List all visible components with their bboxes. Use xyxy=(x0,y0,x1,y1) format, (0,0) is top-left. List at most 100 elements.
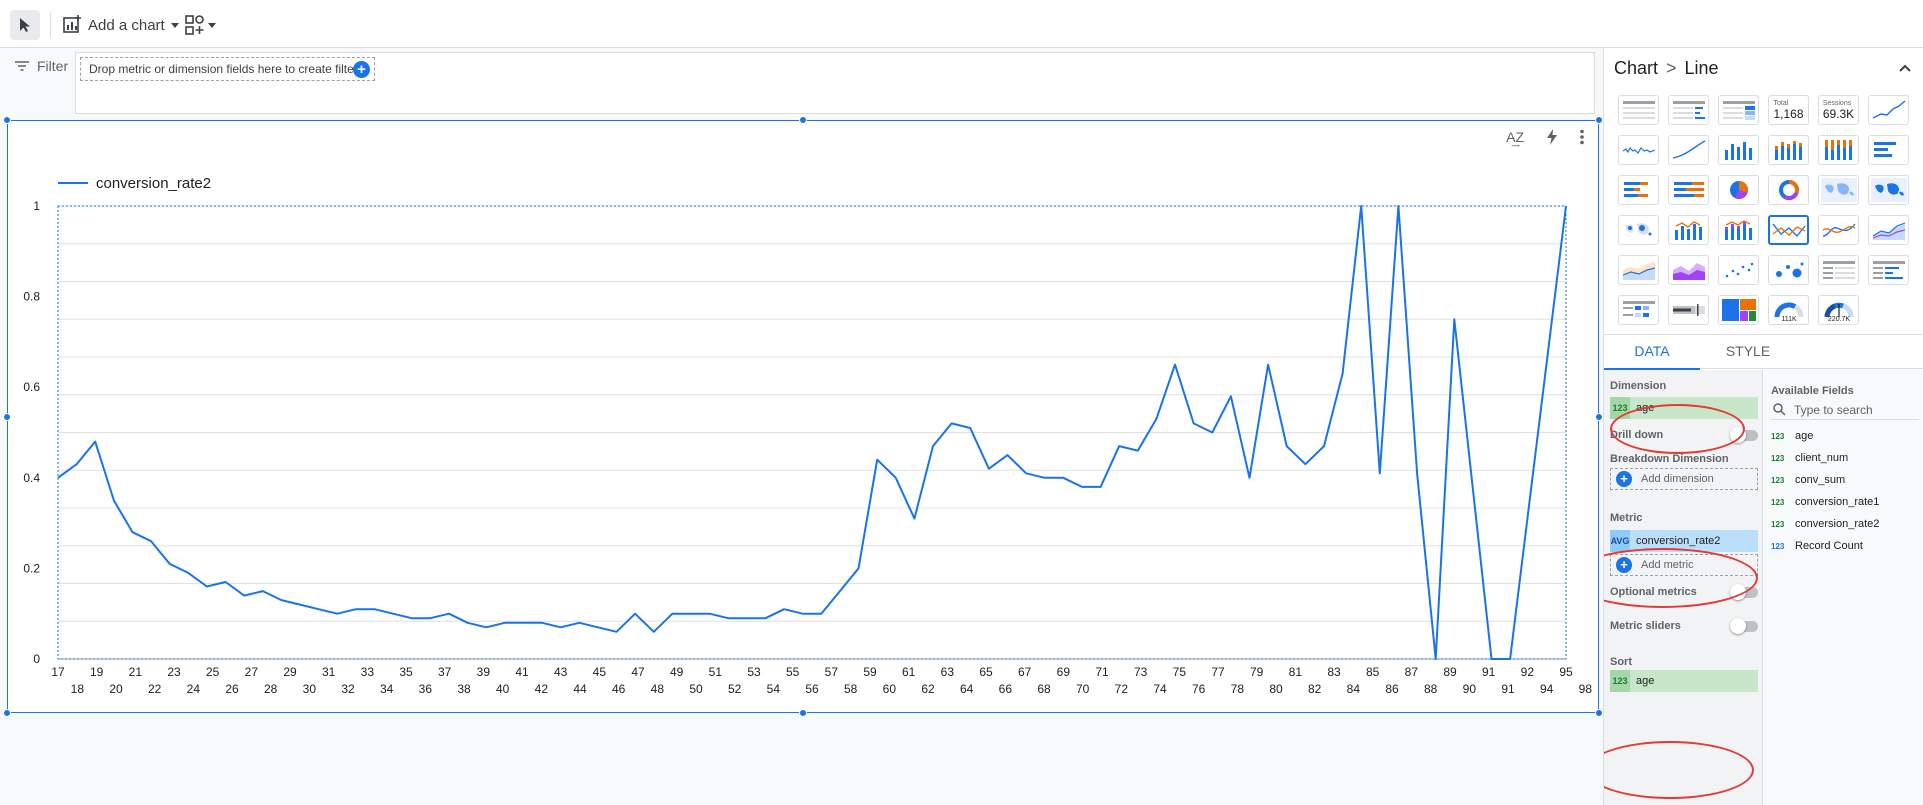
resize-handle[interactable] xyxy=(799,709,807,717)
x-tick-label: 78 xyxy=(1231,682,1245,696)
100-stacked-bar-thumb[interactable] xyxy=(1668,175,1709,205)
scatter-chart-thumb[interactable] xyxy=(1718,255,1759,285)
lightning-icon[interactable] xyxy=(1546,129,1558,145)
smooth-line-thumb[interactable] xyxy=(1818,215,1859,245)
combo-chart-thumb[interactable] xyxy=(1668,215,1709,245)
add-chart-icon xyxy=(63,15,81,33)
stacked-combo-thumb[interactable] xyxy=(1718,215,1759,245)
x-tick-label: 47 xyxy=(631,665,645,679)
add-control-button[interactable] xyxy=(184,14,216,36)
filter-drop-zone[interactable]: Drop metric or dimension fields here to … xyxy=(75,52,1595,114)
sparkline-thumb[interactable] xyxy=(1618,135,1659,165)
line-chart-thumb-selected[interactable] xyxy=(1768,215,1809,245)
metric-chip[interactable]: AVG conversion_rate2 xyxy=(1610,530,1758,552)
add-dimension-button[interactable]: + Add dimension xyxy=(1610,468,1758,490)
y-tick-label: 1 xyxy=(33,199,40,213)
x-tick-label: 35 xyxy=(399,665,413,679)
bubble-chart-thumb[interactable] xyxy=(1768,255,1809,285)
bar-chart-thumb[interactable] xyxy=(1868,135,1909,165)
metric-sliders-toggle[interactable] xyxy=(1730,617,1758,634)
x-tick-label: 31 xyxy=(322,665,336,679)
field-item[interactable]: 123 client_num xyxy=(1771,449,1848,467)
bullet-chart-thumb[interactable] xyxy=(1668,295,1709,325)
x-tick-label: 73 xyxy=(1134,665,1148,679)
resize-handle[interactable] xyxy=(3,709,11,717)
resize-handle[interactable] xyxy=(799,116,807,124)
stacked-bar-thumb[interactable] xyxy=(1618,175,1659,205)
area-chart-thumb[interactable] xyxy=(1868,215,1909,245)
x-tick-label: 61 xyxy=(902,665,916,679)
field-item[interactable]: 123 age xyxy=(1771,427,1813,445)
column-chart-thumb[interactable] xyxy=(1718,135,1759,165)
geo-map-thumb[interactable] xyxy=(1818,175,1859,205)
tab-data[interactable]: DATA xyxy=(1604,335,1700,370)
100-stacked-area-thumb[interactable] xyxy=(1668,255,1709,285)
filter-bar: Filter Drop metric or dimension fields h… xyxy=(0,48,1600,120)
gauge-value: 111K xyxy=(1781,316,1797,323)
stacked-area-thumb[interactable] xyxy=(1618,255,1659,285)
field-item[interactable]: 123 conv_sum xyxy=(1771,471,1845,489)
chevron-up-icon[interactable] xyxy=(1897,60,1913,76)
scorecard-total-value: 1,168 xyxy=(1773,106,1804,121)
donut-chart-thumb[interactable] xyxy=(1768,175,1809,205)
x-tick-label: 74 xyxy=(1153,682,1167,696)
scorecard-sessions-thumb[interactable]: Sessions 69.3K xyxy=(1818,95,1859,125)
tab-style[interactable]: STYLE xyxy=(1725,343,1771,359)
x-tick-label: 29 xyxy=(283,665,297,679)
x-tick-label: 62 xyxy=(921,682,935,696)
available-fields-label: Available Fields xyxy=(1771,385,1854,397)
gauge-thumb[interactable]: 111K xyxy=(1768,295,1809,325)
panel-breadcrumb: Chart > Line xyxy=(1614,58,1719,79)
resize-handle[interactable] xyxy=(3,413,11,421)
scorecard-total-label: Total xyxy=(1773,99,1789,107)
field-item[interactable]: 123 conversion_rate1 xyxy=(1771,493,1879,511)
add-filter-icon[interactable]: + xyxy=(353,61,370,78)
field-name: conversion_rate2 xyxy=(1795,518,1880,530)
x-tick-label: 41 xyxy=(515,665,529,679)
line-chart-frame[interactable]: A͢Z conversion_rate2 0 0.2 0.4 0.6 0.8 1 17 19… xyxy=(7,120,1599,713)
field-item[interactable]: 123 Record Count xyxy=(1771,537,1863,555)
filter-drop-target[interactable]: Drop metric or dimension fields here to … xyxy=(80,57,375,81)
scorecard-total-thumb[interactable]: Total 1,168 xyxy=(1768,95,1809,125)
pivot-table-bars-thumb[interactable] xyxy=(1868,255,1909,285)
resize-handle[interactable] xyxy=(1595,709,1603,717)
pie-chart-thumb[interactable] xyxy=(1718,175,1759,205)
sort-az-icon[interactable]: A͢Z xyxy=(1506,129,1524,145)
x-tick-label: 50 xyxy=(689,682,703,696)
sort-chip[interactable]: 123 age xyxy=(1610,670,1758,692)
more-vert-icon[interactable] xyxy=(1580,129,1584,145)
smooth-timeseries-thumb[interactable] xyxy=(1668,135,1709,165)
x-tick-label: 32 xyxy=(341,682,355,696)
timeseries-thumb[interactable] xyxy=(1868,95,1909,125)
resize-handle[interactable] xyxy=(1595,413,1603,421)
chart-tools: A͢Z xyxy=(1506,129,1584,145)
resize-handle[interactable] xyxy=(1595,116,1603,124)
x-tick-label: 82 xyxy=(1308,682,1322,696)
treemap-thumb[interactable] xyxy=(1718,295,1759,325)
metric-section-label: Metric xyxy=(1610,512,1643,524)
scorecard-sessions-label: Sessions xyxy=(1822,99,1852,107)
x-tick-label: 42 xyxy=(535,682,549,696)
table-heatmap-thumb[interactable] xyxy=(1718,95,1759,125)
select-tool-button[interactable] xyxy=(10,10,40,40)
resize-handle[interactable] xyxy=(3,116,11,124)
x-tick-label: 86 xyxy=(1385,682,1399,696)
table-bars-thumb[interactable] xyxy=(1668,95,1709,125)
field-item[interactable]: 123 conversion_rate2 xyxy=(1771,515,1879,533)
pivot-heatmap-thumb[interactable] xyxy=(1618,295,1659,325)
pivot-table-thumb[interactable] xyxy=(1818,255,1859,285)
chevron-down-icon xyxy=(208,22,216,28)
field-name: client_num xyxy=(1795,452,1849,464)
add-dimension-label: Add dimension xyxy=(1641,473,1714,485)
bubble-map-thumb[interactable] xyxy=(1618,215,1659,245)
field-search-input[interactable]: Type to search xyxy=(1771,400,1919,420)
filled-map-thumb[interactable] xyxy=(1868,175,1909,205)
stacked-column-thumb[interactable] xyxy=(1768,135,1809,165)
table-thumb[interactable] xyxy=(1618,95,1659,125)
x-tick-label: 91 xyxy=(1482,665,1496,679)
x-tick-label: 36 xyxy=(419,682,433,696)
100-stacked-column-thumb[interactable] xyxy=(1818,135,1859,165)
x-tick-label: 95 xyxy=(1559,665,1573,679)
add-chart-button[interactable]: Add a chart xyxy=(62,12,179,38)
gauge-ranges-thumb[interactable]: 220.7K xyxy=(1818,295,1859,325)
